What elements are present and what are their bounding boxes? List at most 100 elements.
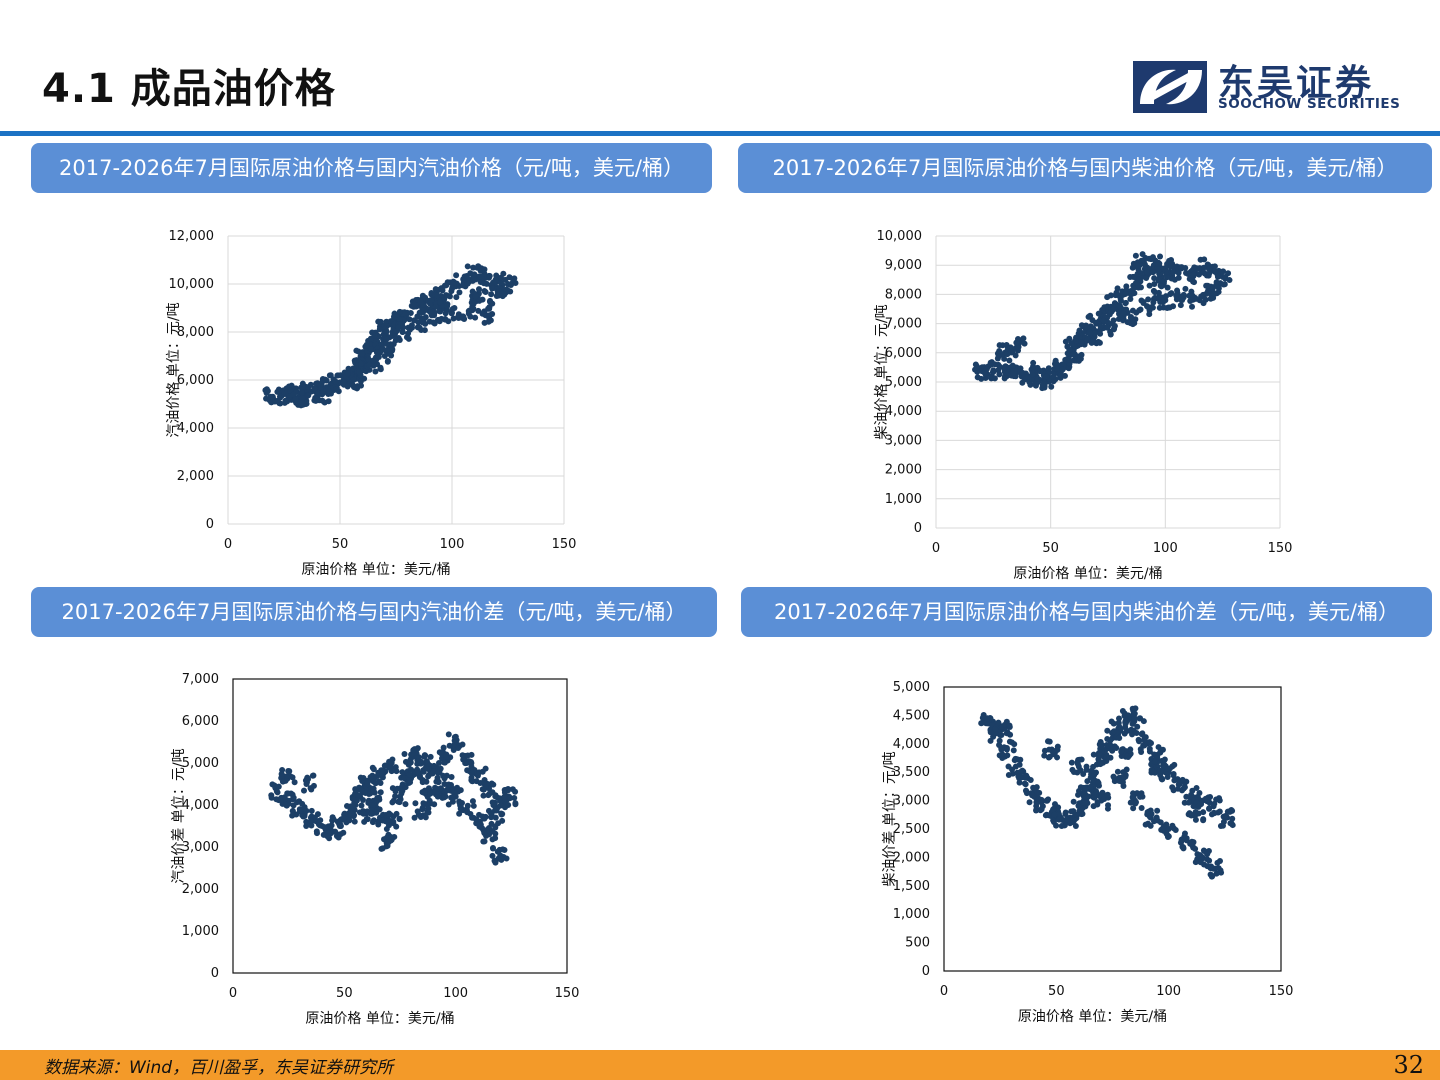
scatter-point — [1029, 371, 1036, 378]
scatter-point — [1191, 279, 1198, 286]
scatter-point — [356, 369, 363, 376]
y-tick-label: 5,000 — [893, 680, 930, 695]
scatter-point — [383, 328, 390, 335]
scatter-point — [1130, 794, 1137, 801]
header-divider — [0, 131, 1440, 136]
scatter-point — [367, 335, 374, 342]
scatter-point — [384, 346, 391, 353]
scatter-point — [414, 808, 421, 815]
scatter-point — [1022, 781, 1029, 788]
scatter-point — [1206, 270, 1213, 277]
scatter-point — [320, 831, 327, 838]
scatter-point — [987, 361, 994, 368]
scatter-point — [1062, 809, 1069, 816]
scatter-point — [376, 326, 383, 333]
scatter-point — [456, 810, 463, 817]
scatter-point — [434, 785, 441, 792]
scatter-point — [1179, 776, 1186, 783]
scatter-point — [445, 731, 452, 738]
scatter-point — [1124, 752, 1131, 759]
scatter-point — [492, 806, 499, 813]
scatter-point — [313, 396, 320, 403]
scatter-point — [1190, 271, 1197, 278]
scatter-point — [479, 825, 486, 832]
scatter-point — [1110, 306, 1117, 313]
chart-banner-diesel-spread: 2017-2026年7月国际原油价格与国内柴油价差（元/吨，美元/桶） — [741, 587, 1432, 637]
scatter-point — [370, 766, 377, 773]
y-axis-label: 汽油价差 单位：元/吨 — [171, 748, 187, 883]
scatter-point — [317, 817, 324, 824]
scatter-point — [1138, 805, 1145, 812]
scatter-point — [450, 315, 457, 322]
scatter-point — [1169, 784, 1176, 791]
scatter-point — [1122, 300, 1129, 307]
scatter-point — [332, 828, 339, 835]
scatter-point — [417, 309, 424, 316]
scatter-point — [1177, 302, 1184, 309]
chart-banner-gasoline-spread: 2017-2026年7月国际原油价格与国内汽油价差（元/吨，美元/桶） — [31, 587, 717, 637]
scatter-point — [298, 389, 305, 396]
scatter-point — [989, 369, 996, 376]
scatter-point — [502, 276, 509, 283]
scatter-point — [498, 856, 505, 863]
scatter-point — [489, 789, 496, 796]
scatter-point — [503, 786, 510, 793]
scatter-point — [434, 774, 441, 781]
y-tick-label: 0 — [922, 964, 930, 979]
scatter-point — [1141, 261, 1148, 268]
x-tick-label: 0 — [224, 537, 232, 552]
scatter-point — [292, 396, 299, 403]
scatter-point — [1131, 715, 1138, 722]
scatter-point — [1201, 256, 1208, 263]
scatter-point — [1068, 759, 1075, 766]
scatter-point — [468, 774, 475, 781]
scatter-point — [360, 775, 367, 782]
scatter-point — [368, 345, 375, 352]
scatter-point — [1032, 380, 1039, 387]
scatter-point — [274, 398, 281, 405]
scatter-point — [381, 836, 388, 843]
scatter-point — [481, 815, 488, 822]
scatter-point — [303, 818, 310, 825]
chart-banner-gasoline-price: 2017-2026年7月国际原油价格与国内汽油价格（元/吨，美元/桶） — [31, 143, 712, 193]
y-tick-label: 1,000 — [182, 924, 219, 939]
scatter-point — [1072, 823, 1079, 830]
scatter-point — [1204, 863, 1211, 870]
scatter-point — [303, 823, 310, 830]
scatter-point — [1072, 816, 1079, 823]
scatter-point — [1097, 323, 1104, 330]
scatter-point — [1053, 822, 1060, 829]
scatter-point — [1228, 820, 1235, 827]
scatter-point — [1070, 351, 1077, 358]
scatter-point — [1091, 330, 1098, 337]
scatter-point — [1019, 369, 1026, 376]
x-axis-label: 原油价格 单位：美元/桶 — [305, 1011, 454, 1027]
scatter-point — [1044, 797, 1051, 804]
scatter-point — [489, 852, 496, 859]
scatter-point — [401, 775, 408, 782]
scatter-point — [496, 288, 503, 295]
scatter-point — [1043, 373, 1050, 380]
scatter-point — [1111, 728, 1118, 735]
scatter-point — [364, 816, 371, 823]
scatter-point — [480, 792, 487, 799]
scatter-point — [1174, 287, 1181, 294]
scatter-point — [1164, 774, 1171, 781]
scatter-point — [1042, 812, 1049, 819]
scatter-point — [1021, 340, 1028, 347]
scatter-point — [1097, 761, 1104, 768]
scatter-point — [1210, 290, 1217, 297]
scatter-point — [507, 282, 514, 289]
scatter-point — [282, 397, 289, 404]
scatter-point — [441, 759, 448, 766]
scatter-point — [1137, 746, 1144, 753]
scatter-point — [1110, 317, 1117, 324]
scatter-point — [1084, 336, 1091, 343]
scatter-point — [1045, 365, 1052, 372]
scatter-point — [444, 303, 451, 310]
scatter-point — [1203, 796, 1210, 803]
scatter-point — [1142, 821, 1149, 828]
scatter-point — [299, 380, 306, 387]
scatter-point — [353, 797, 360, 804]
scatter-point — [456, 798, 463, 805]
